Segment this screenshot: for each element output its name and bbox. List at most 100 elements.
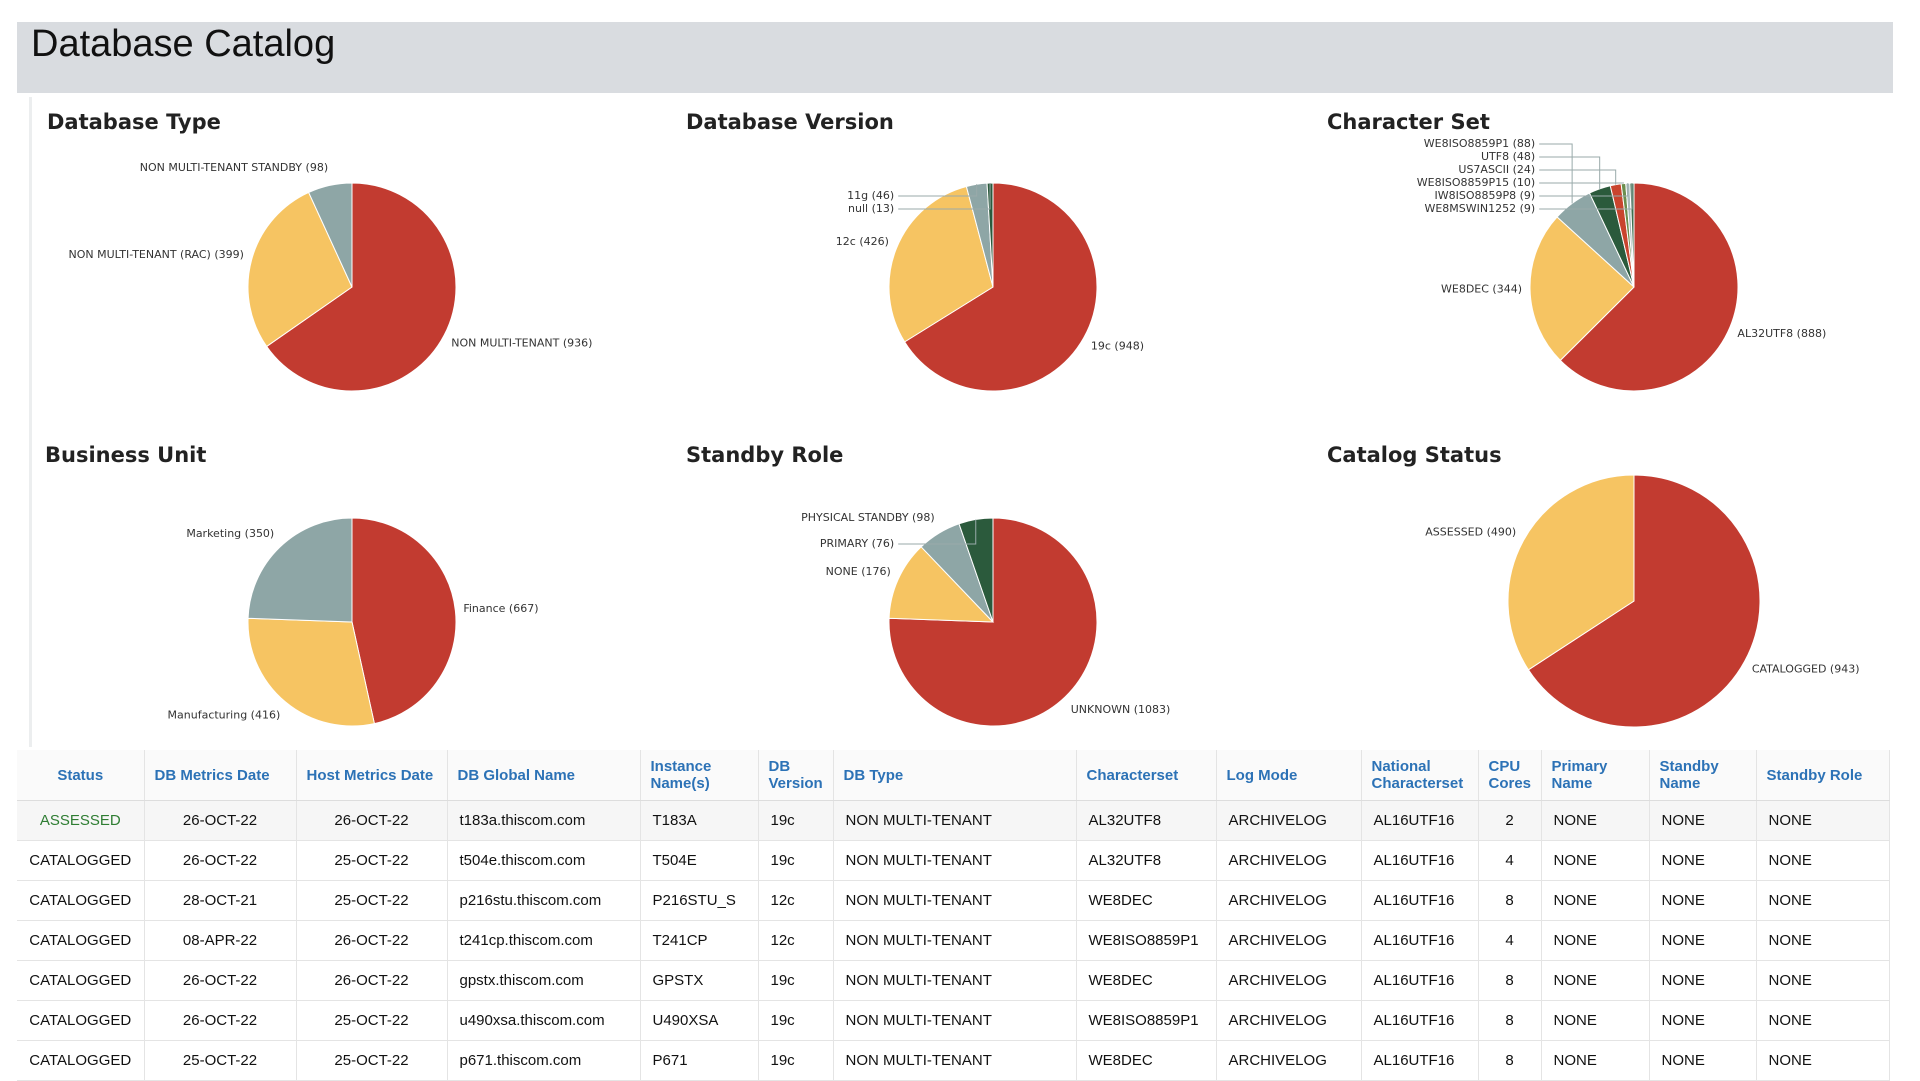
table-cell: AL16UTF16 xyxy=(1361,1040,1479,1081)
table-cell: 25-OCT-22 xyxy=(296,880,448,921)
slice-label: PRIMARY (76) xyxy=(820,537,894,550)
table-cell: GPSTX xyxy=(640,960,759,1001)
chart-title: Database Version xyxy=(686,110,894,134)
table-cell: U490XSA xyxy=(640,1000,759,1041)
slice-label: 11g (46) xyxy=(847,189,894,202)
table-cell: CATALOGGED xyxy=(17,1000,145,1041)
table-cell: NONE xyxy=(1541,920,1650,961)
table-cell: NONE xyxy=(1649,1040,1757,1081)
table-cell: WE8DEC xyxy=(1076,960,1217,1001)
table-cell: 8 xyxy=(1478,880,1542,921)
pie-slice xyxy=(308,182,353,288)
table-cell: T241CP xyxy=(640,920,759,961)
table-cell: ARCHIVELOG xyxy=(1216,960,1362,1001)
slice-label: ASSESSED (490) xyxy=(1425,525,1516,538)
table-cell: CATALOGGED xyxy=(17,960,145,1001)
table-row: CATALOGGED 25-OCT-22 25-OCT-22 p671.thiscom… xyxy=(17,1040,1890,1081)
table-cell: AL16UTF16 xyxy=(1361,840,1479,881)
table-cell: WE8DEC xyxy=(1076,880,1217,921)
table-cell: 26-OCT-22 xyxy=(144,1000,297,1041)
header-bar: Database Catalog xyxy=(17,22,1893,93)
slice-label: Finance (667) xyxy=(463,602,538,615)
table-row: CATALOGGED 08-APR-22 26-OCT-22 t241cp.thisc… xyxy=(17,920,1890,961)
slice-label: 19c (948) xyxy=(1091,339,1144,352)
table-cell: NONE xyxy=(1541,800,1650,841)
table-cell: NONE xyxy=(1756,960,1890,1001)
table-cell: 25-OCT-22 xyxy=(296,840,448,881)
slice-label: PHYSICAL STANDBY (98) xyxy=(801,511,935,524)
table-cell: ARCHIVELOG xyxy=(1216,840,1362,881)
table-cell: CATALOGGED xyxy=(17,1040,145,1081)
table-cell: ARCHIVELOG xyxy=(1216,800,1362,841)
table-cell: AL16UTF16 xyxy=(1361,960,1479,1001)
column-header: Primary Name xyxy=(1541,750,1650,801)
table-cell: T504E xyxy=(640,840,759,881)
table-row: CATALOGGED 28-OCT-21 25-OCT-22 p216stu.this… xyxy=(17,880,1890,921)
pie-slice xyxy=(1559,182,1739,392)
table-cell: 19c xyxy=(758,960,834,1001)
pie-slice xyxy=(888,546,995,623)
table-cell: 25-OCT-22 xyxy=(296,1000,448,1041)
column-header: DB Global Name xyxy=(447,750,641,801)
table-cell: 28-OCT-21 xyxy=(144,880,297,921)
leader-line xyxy=(1539,183,1629,197)
table-cell: t241cp.thiscom.com xyxy=(447,920,641,961)
table-cell: p671.thiscom.com xyxy=(447,1040,641,1081)
table-cell: NONE xyxy=(1756,800,1890,841)
column-header: DB Version xyxy=(758,750,834,801)
pie-slice xyxy=(265,182,457,392)
pie-slice xyxy=(247,517,353,623)
table-cell: 8 xyxy=(1478,1040,1542,1081)
column-header: Instance Name(s) xyxy=(640,750,759,801)
table-cell: p216stu.thiscom.com xyxy=(447,880,641,921)
table-cell: ASSESSED xyxy=(17,800,145,841)
table-cell: NON MULTI-TENANT xyxy=(833,880,1077,921)
table-cell: AL16UTF16 xyxy=(1361,1000,1479,1041)
column-header: CPU Cores xyxy=(1478,750,1542,801)
pie-slice xyxy=(1527,474,1761,728)
table-cell: 12c xyxy=(758,920,834,961)
slice-label: 12c (426) xyxy=(836,235,889,248)
column-header: Standby Name xyxy=(1649,750,1757,801)
table-cell: ARCHIVELOG xyxy=(1216,1040,1362,1081)
table-cell: 25-OCT-22 xyxy=(144,1040,297,1081)
slice-label: US7ASCII (24) xyxy=(1458,163,1535,176)
slice-label: WE8DEC (344) xyxy=(1441,283,1522,296)
table-row: CATALOGGED 26-OCT-22 26-OCT-22 gpstx.thisco… xyxy=(17,960,1890,1001)
table-cell: WE8DEC xyxy=(1076,1040,1217,1081)
table-cell: gpstx.thiscom.com xyxy=(447,960,641,1001)
table-cell: NONE xyxy=(1541,960,1650,1001)
leader-line xyxy=(898,184,978,197)
slice-label: NON MULTI-TENANT (936) xyxy=(451,336,592,349)
slice-label: Manufacturing (416) xyxy=(168,709,281,722)
table-cell: AL16UTF16 xyxy=(1361,800,1479,841)
table-cell: NONE xyxy=(1649,1000,1757,1041)
table-cell: NONE xyxy=(1756,880,1890,921)
table-cell: NONE xyxy=(1649,840,1757,881)
table-cell: CATALOGGED xyxy=(17,920,145,961)
catalog-table: Status DB Metrics Date Host Metrics Date DB… xyxy=(17,750,1890,1081)
table-cell: 08-APR-22 xyxy=(144,920,297,961)
table-cell: NON MULTI-TENANT xyxy=(833,960,1077,1001)
slice-label: Marketing (350) xyxy=(186,527,274,540)
table-cell: NONE xyxy=(1756,1040,1890,1081)
table-cell: 12c xyxy=(758,880,834,921)
table-cell: 8 xyxy=(1478,1000,1542,1041)
slice-label: WE8MSWIN1252 (9) xyxy=(1424,202,1535,215)
table-cell: P671 xyxy=(640,1040,759,1081)
chart-title: Character Set xyxy=(1327,110,1490,134)
column-header: Standby Role xyxy=(1756,750,1890,801)
panel-border xyxy=(29,97,32,747)
leader-line xyxy=(1539,182,1624,184)
column-header: Host Metrics Date xyxy=(296,750,448,801)
table-cell: AL16UTF16 xyxy=(1361,880,1479,921)
pie-slice xyxy=(888,185,994,343)
table-cell: P216STU_S xyxy=(640,880,759,921)
table-row: CATALOGGED 26-OCT-22 25-OCT-22 u490xsa.this… xyxy=(17,1000,1890,1041)
table-cell: NONE xyxy=(1649,880,1757,921)
table-cell: 26-OCT-22 xyxy=(144,960,297,1001)
table-cell: 19c xyxy=(758,840,834,881)
pie-slice xyxy=(247,617,375,727)
table-cell: NONE xyxy=(1756,1000,1890,1041)
